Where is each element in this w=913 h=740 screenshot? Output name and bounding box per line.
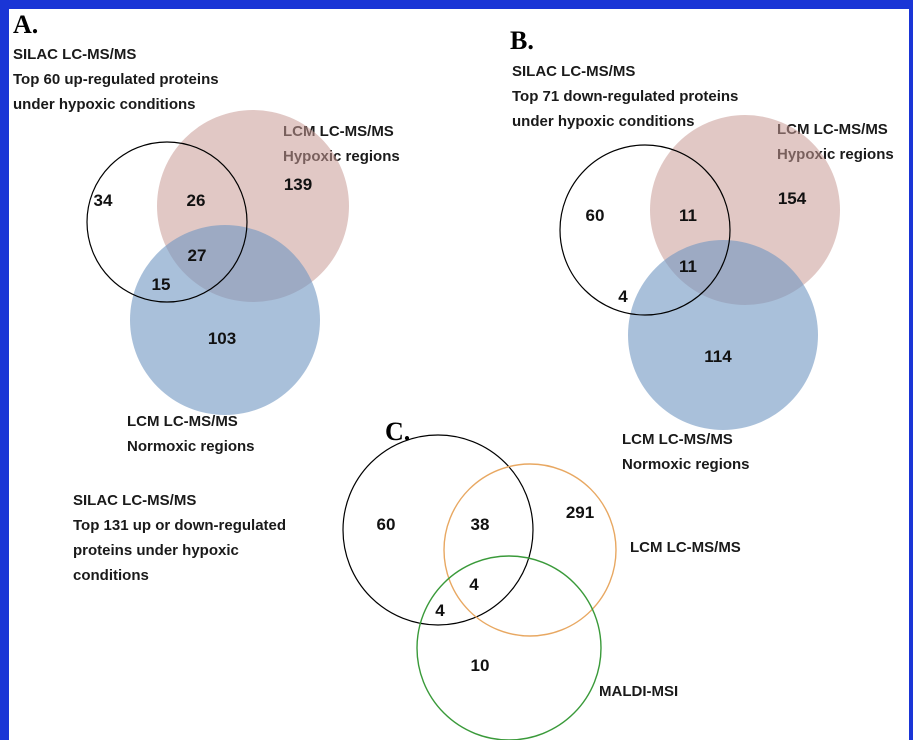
panel-c-maldi-label: MALDI-MSI — [599, 683, 678, 700]
panel-a-count-hypoxic-only: 139 — [284, 175, 312, 194]
panel-b-normoxic-label: LCM LC-MS/MS Normoxic regions — [622, 431, 750, 473]
panel-a-silac-label: SILAC LC-MS/MS Top 60 up-regulated prote… — [13, 46, 223, 113]
panel-c-silac-circle — [342, 434, 534, 626]
panel-b-count-hypoxic-only: 154 — [778, 189, 807, 208]
panel-c-silac-label: SILAC LC-MS/MS Top 131 up or down-regula… — [73, 492, 290, 584]
panel-b-silac-label: SILAC LC-MS/MS Top 71 down-regulated pro… — [512, 63, 743, 130]
panel-b-count-normoxic-only: 114 — [704, 347, 732, 366]
panel-b-count-silac-normoxic: 4 — [618, 287, 628, 306]
panel-c-lcm-label: LCM LC-MS/MS — [630, 539, 741, 556]
panel-c-count-silac-maldi: 4 — [435, 601, 445, 620]
panel-a-letter: A. — [13, 10, 38, 39]
panel-a-count-silac-normoxic: 15 — [152, 275, 171, 294]
panel-a-count-silac-only: 34 — [94, 191, 113, 210]
panel-a-count-normoxic-only: 103 — [208, 329, 236, 348]
panel-c-count-all-three: 4 — [469, 575, 479, 594]
panel-b-normoxic-circle — [628, 240, 818, 430]
panel-a-count-all-three: 27 — [188, 246, 207, 265]
panel-a-normoxic-circle — [130, 225, 320, 415]
panel-a-count-silac-hypoxic: 26 — [187, 191, 206, 210]
panel-b-silac-circle — [559, 144, 731, 316]
panel-c-lcm-circle — [443, 463, 617, 637]
panel-a: A. SILAC LC-MS/MS Top 60 up-regulated pr… — [13, 10, 400, 455]
panel-c-count-silac-lcm: 38 — [471, 515, 490, 534]
panel-c-count-silac-only: 60 — [377, 515, 396, 534]
panel-b-letter: B. — [510, 26, 534, 55]
panel-c-maldi-circle — [416, 555, 602, 740]
panel-c-count-lcm-only: 291 — [566, 503, 594, 522]
panel-a-silac-circle — [86, 141, 248, 303]
panel-b-count-all-three: 11 — [679, 257, 697, 276]
panel-b: B. SILAC LC-MS/MS Top 71 down-regulated … — [510, 26, 894, 473]
panel-c-count-maldi-only: 10 — [471, 656, 490, 675]
panel-b-count-silac-only: 60 — [586, 206, 605, 225]
panel-b-count-silac-hypoxic: 11 — [679, 206, 697, 225]
panel-a-normoxic-label: LCM LC-MS/MS Normoxic regions — [127, 413, 255, 455]
panel-c-letter: C. — [385, 417, 410, 446]
panel-c: C. SILAC LC-MS/MS Top 131 up or down-reg… — [73, 417, 741, 740]
